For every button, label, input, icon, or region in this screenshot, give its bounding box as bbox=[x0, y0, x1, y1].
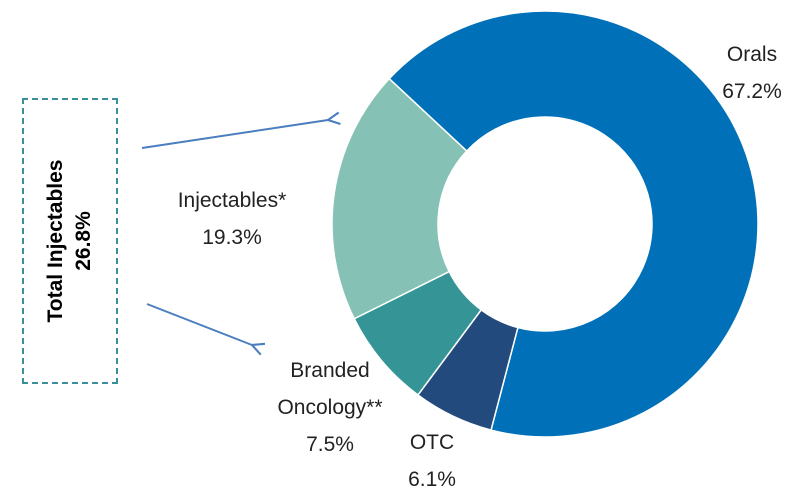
data-label: OTC 6.1% bbox=[387, 424, 477, 497]
donut-segment bbox=[388, 10, 759, 438]
data-label: Orals 67.2% bbox=[697, 36, 796, 110]
annotation-value: 26.8% bbox=[72, 211, 95, 271]
category-label: OTC bbox=[409, 431, 455, 454]
annotation: Total Injectables 26.8% bbox=[42, 91, 98, 391]
category-label: Branded Oncology** bbox=[277, 359, 383, 419]
data-label: Injectables* 19.3% bbox=[147, 182, 317, 256]
arrow bbox=[146, 303, 252, 345]
data-label: Branded Oncology** 7.5% bbox=[265, 352, 395, 463]
donut-segment bbox=[331, 77, 468, 320]
value-label: 67.2% bbox=[722, 80, 782, 103]
category-label: Orals bbox=[726, 43, 778, 66]
value-label: 6.1% bbox=[408, 468, 456, 491]
annotation-title: Total Injectables bbox=[44, 159, 67, 323]
value-label: 7.5% bbox=[306, 433, 354, 456]
category-label: Injectables* bbox=[177, 189, 287, 212]
value-label: 19.3% bbox=[202, 226, 262, 249]
arrow bbox=[141, 120, 328, 149]
annotation-box bbox=[22, 98, 118, 384]
